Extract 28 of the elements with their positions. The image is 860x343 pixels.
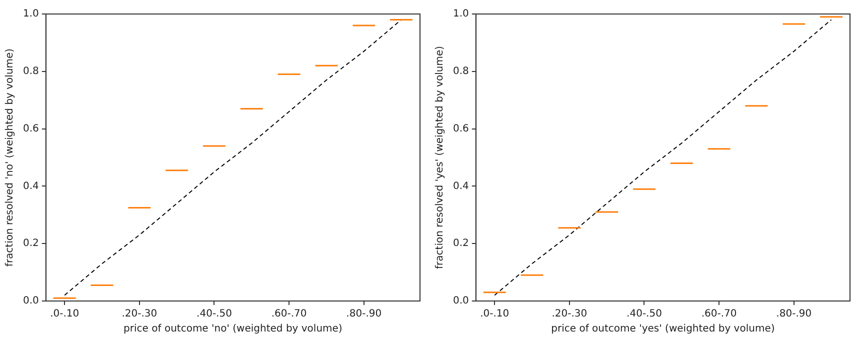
x-tick-label: .80-.90	[776, 308, 812, 320]
line-series	[494, 19, 832, 296]
y-tick-label: 0.6	[452, 123, 469, 134]
y-tick-label: 0.8	[452, 66, 469, 77]
y-tick-label: 0.6	[22, 123, 39, 134]
line-series	[64, 19, 402, 296]
y-axis-title: fraction resolved 'no' (weighted by volume)	[4, 48, 16, 267]
x-axis-title: price of outcome 'no' (weighted by volume)	[124, 324, 342, 335]
y-tick-label: 0.2	[22, 238, 39, 250]
x-tick-label: .20-.30	[122, 308, 158, 320]
y-tick-label: 0.4	[452, 180, 469, 192]
x-tick-label: .60-.70	[701, 308, 737, 320]
x-axis-title: price of outcome 'yes' (weighted by volume)	[551, 324, 775, 335]
x-tick-label: .0-.10	[480, 308, 510, 320]
y-tick-label: 1.0	[452, 8, 469, 20]
y-tick-label: 0.0	[452, 296, 469, 307]
x-tick-label: .60-.70	[271, 308, 307, 320]
x-tick-label: .40-.50	[626, 308, 662, 320]
y-tick-label: 0.0	[22, 296, 39, 307]
y-tick-label: 0.2	[452, 238, 469, 250]
y-tick-label: 1.0	[22, 8, 39, 20]
x-tick-label: .80-.90	[346, 308, 382, 320]
y-tick-label: 0.8	[22, 66, 39, 77]
x-tick-label: .0-.10	[50, 308, 80, 320]
x-tick-label: .40-.50	[196, 308, 232, 320]
x-tick-label: .20-.30	[552, 308, 588, 320]
y-axis-title: fraction resolved 'yes' (weighted by volume)	[434, 46, 446, 269]
y-tick-label: 0.4	[22, 180, 39, 192]
